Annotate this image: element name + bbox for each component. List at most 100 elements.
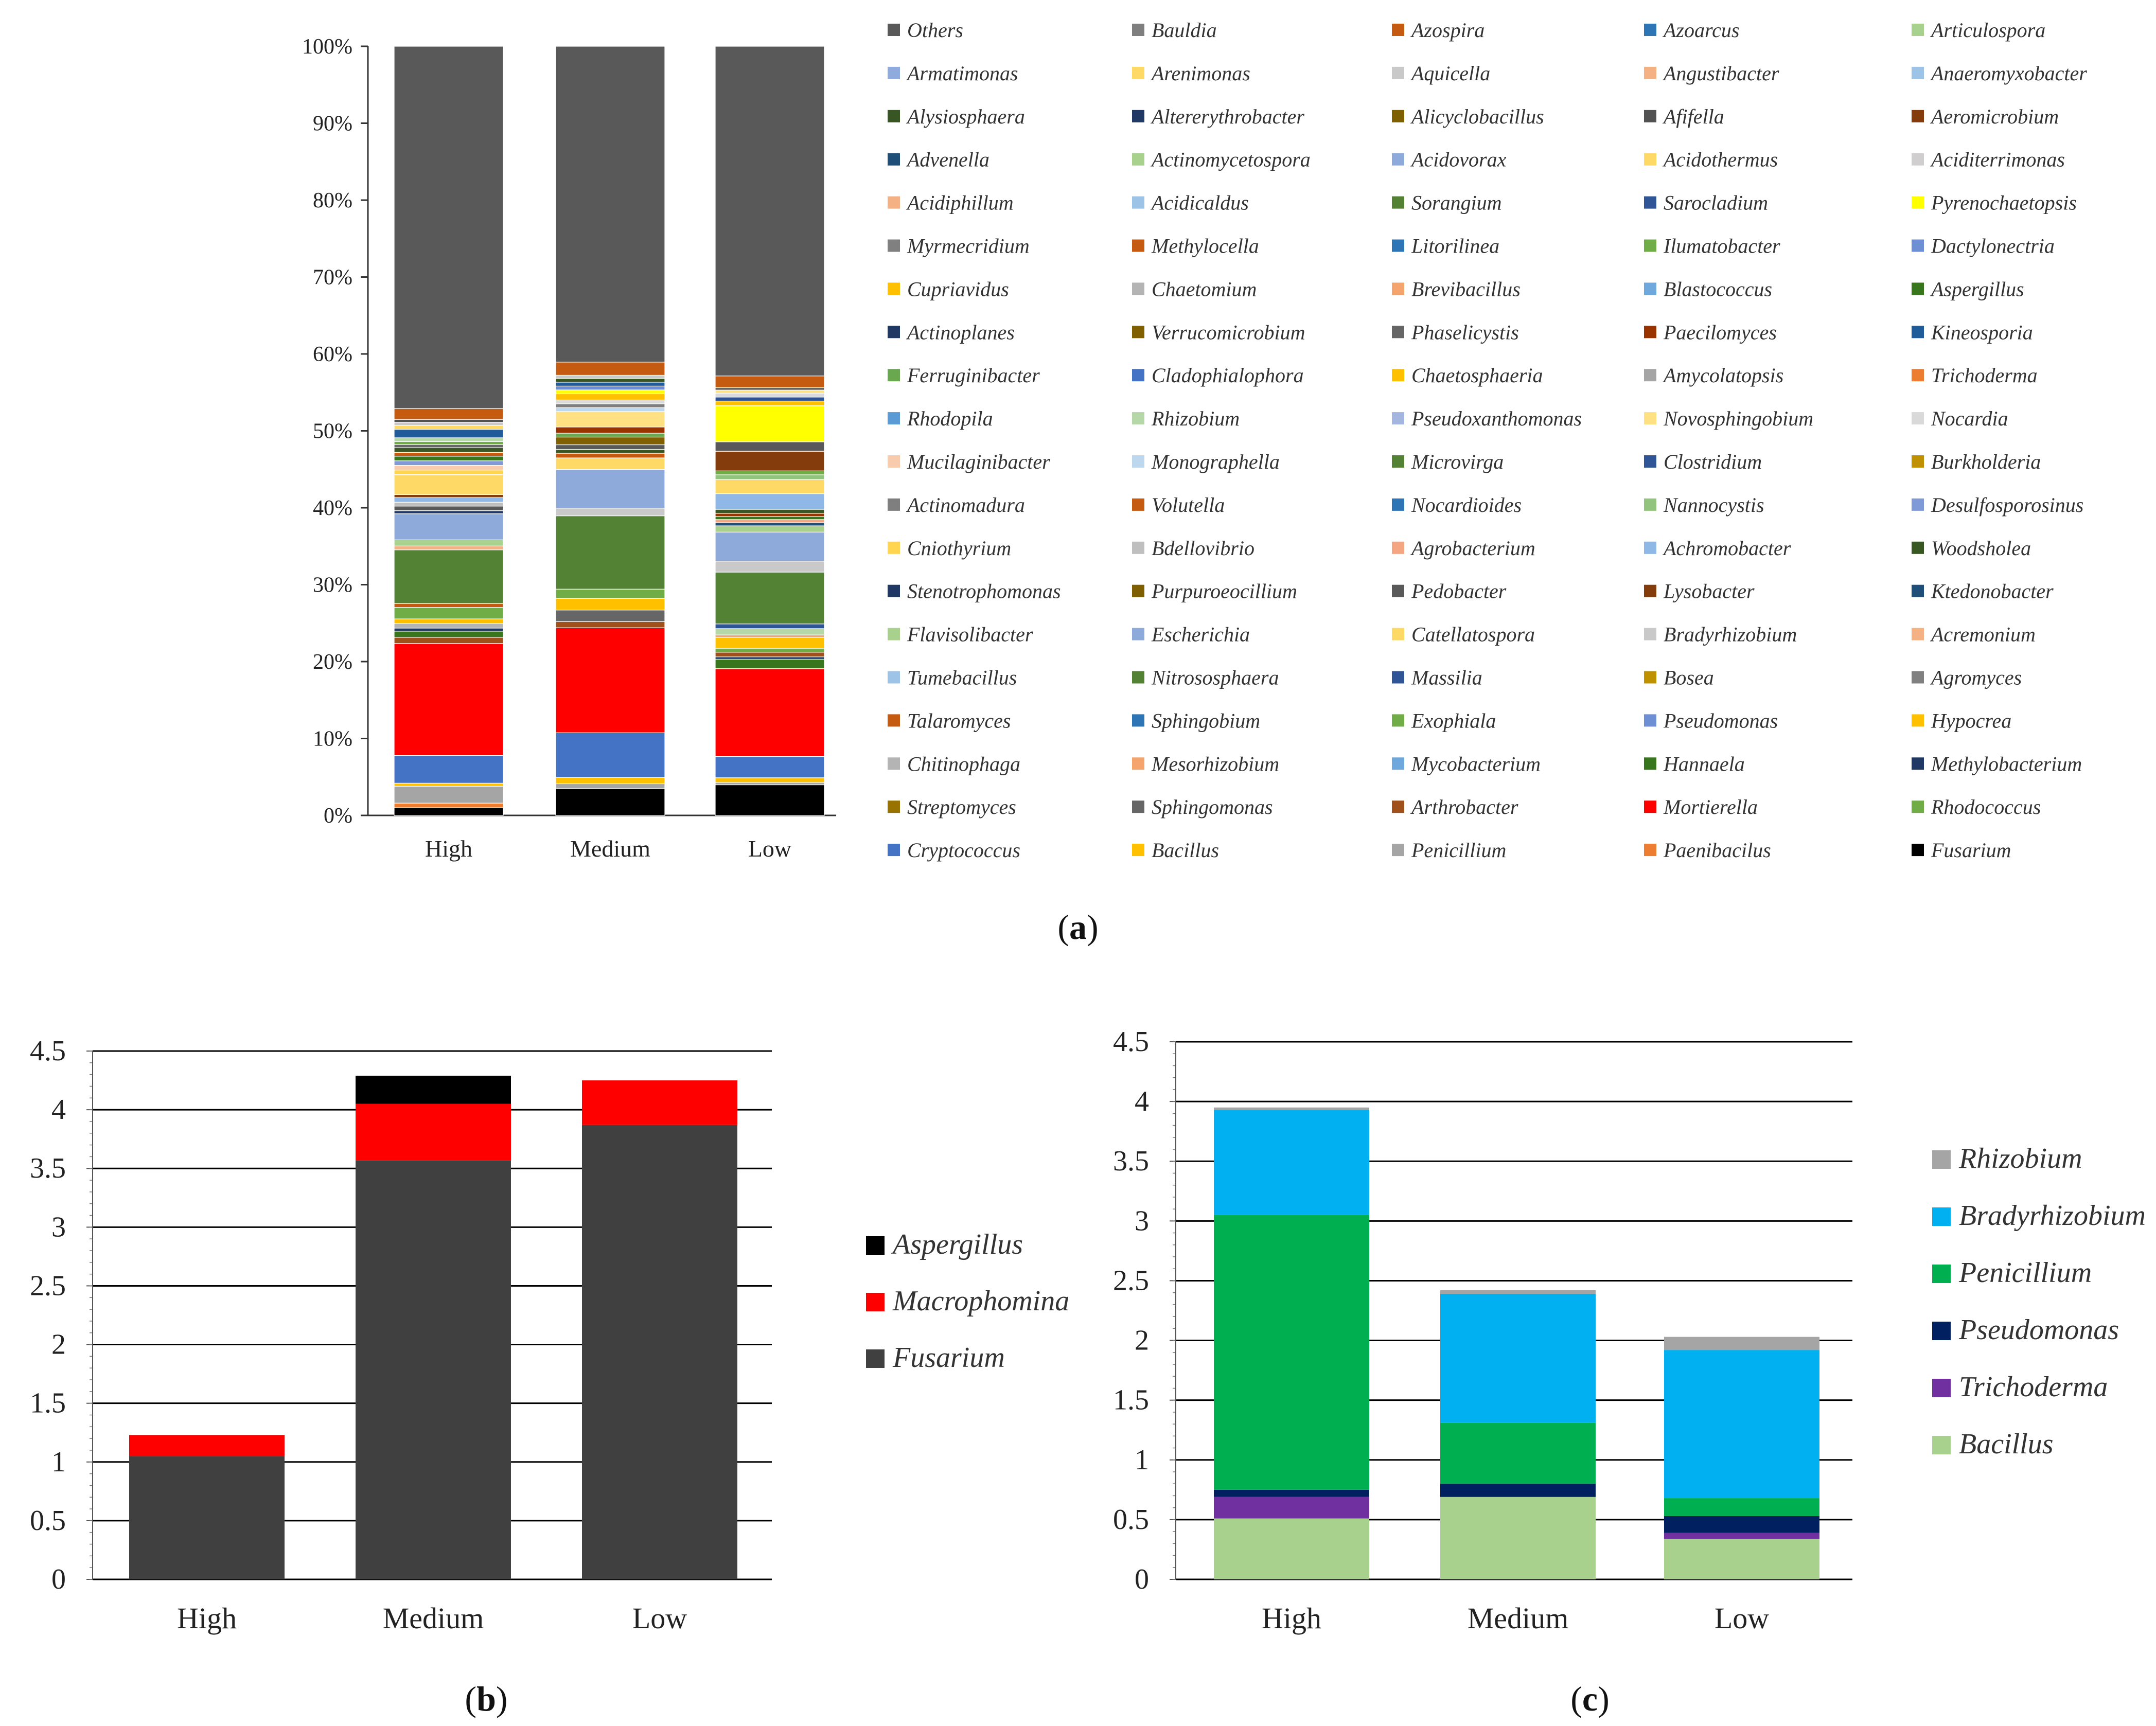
- legend-swatch-woodsholea: [1912, 541, 1924, 554]
- bar-segment-bradyrhizobium: [715, 561, 825, 573]
- bar-segment-penicillium: [1664, 1498, 1819, 1516]
- bar-segment-exophiala: [555, 589, 665, 599]
- bar-segment-sarocladium: [715, 624, 825, 629]
- bar-segment-bradyrhizobium: [1440, 1293, 1596, 1423]
- legend-label-articulospora: Articulospora: [1930, 19, 2045, 42]
- legend-swatch-armatimonas: [888, 66, 900, 79]
- legend-a: Others Bauldia Azospira Azoarcus Articulospo…: [888, 19, 2087, 862]
- legend-swatch-verrucomicrobium: [1132, 326, 1144, 339]
- legend-label-hannaela: Hannaela: [1663, 752, 1745, 775]
- bar-segment-others: [715, 46, 825, 377]
- legend-swatch-azospira: [1392, 24, 1404, 36]
- legend-label-aspergillus: Aspergillus: [891, 1229, 1023, 1260]
- bar-segment-afifella: [394, 419, 504, 423]
- legend-swatch-catellatospora: [1392, 628, 1404, 640]
- bar-segment-rhizobium: [394, 437, 504, 442]
- y-tick-label: 3.5: [30, 1152, 66, 1184]
- legend-label-mortierella: Mortierella: [1663, 795, 1758, 818]
- legend-swatch-mycobacterium: [1392, 757, 1404, 770]
- legend-swatch-rhodococcus: [1912, 800, 1924, 813]
- legend-swatch-arthrobacter: [1392, 800, 1404, 813]
- bar-segment-fusarium: [555, 788, 665, 816]
- y-tick-label: 1.5: [1113, 1384, 1149, 1416]
- legend-swatch-fusarium: [1912, 844, 1924, 857]
- y-tick-label: 3: [51, 1211, 66, 1243]
- bar-segment-ilumatobacter: [394, 441, 504, 445]
- legend-label-fusarium: Fusarium: [892, 1342, 1005, 1374]
- bar-segment-others: [394, 46, 504, 409]
- legend-label-novosphingobium: Novosphingobium: [1663, 407, 1813, 430]
- legend-label-macrophomina: Macrophomina: [892, 1285, 1069, 1317]
- legend-label-altererythrobacter: Altererythrobacter: [1150, 105, 1304, 128]
- legend-swatch-mucilaginibacter: [888, 455, 900, 468]
- legend-swatch-mesorhizobium: [1132, 757, 1144, 770]
- legend-swatch-agromyces: [1912, 671, 1924, 684]
- bar-segment-bradyrhizobium: [555, 508, 665, 517]
- bar-segment-achromobacter: [394, 497, 504, 503]
- bar-segment-clostridium: [715, 397, 825, 402]
- legend-label-arenimonas: Arenimonas: [1150, 62, 1250, 85]
- legend-label-sphingomonas: Sphingomonas: [1152, 795, 1273, 818]
- bar-segment-pyrenochaetopsis: [715, 405, 825, 442]
- legend-label-ferruginibacter: Ferruginibacter: [907, 364, 1040, 387]
- bar-segment-hypocrea: [555, 598, 665, 611]
- x-tick-label: High: [1262, 1602, 1321, 1635]
- chart-c: 0 0.5 1 1.5 2 2.5 3 3.5 4 4.5 High Medium Low: [1113, 1026, 1852, 1635]
- legend-label-desulfosporosinus: Desulfosporosinus: [1931, 493, 2083, 517]
- bar-segment-pedobacter: [715, 441, 825, 452]
- legend-label-agrobacterium: Agrobacterium: [1410, 537, 1535, 560]
- y-tick-label: 3.5: [1113, 1145, 1149, 1177]
- bar-segment-macrophomina: [582, 1080, 737, 1125]
- bar-segment-woodsholea: [394, 447, 504, 453]
- bar-segment-hypocrea: [394, 618, 504, 624]
- legend-swatch-bacillus: [1932, 1436, 1951, 1454]
- legend-label-rhizobium: Rhizobium: [1151, 407, 1240, 430]
- legend-swatch-chaetomium: [1132, 282, 1144, 295]
- bar-segment-rhizobium: [1214, 1107, 1369, 1110]
- bar-segment-novosphingobium: [555, 411, 665, 428]
- legend-label-aspergillus: Aspergillus: [1930, 277, 2024, 300]
- legend-label-myrmecridium: Myrmecridium: [907, 235, 1030, 258]
- bar-segment-macrophomina: [129, 1435, 285, 1456]
- legend-swatch-blastococcus: [1644, 282, 1656, 295]
- legend-label-paenibacilus: Paenibacilus: [1663, 839, 1771, 862]
- legend-swatch-hypocrea: [1912, 714, 1924, 727]
- bar-segment-azospira: [394, 408, 504, 420]
- bar-segment-penicillium: [1440, 1422, 1596, 1484]
- legend-swatch-desulfosporosinus: [1912, 498, 1924, 511]
- legend-label-alysiosphaera: Alysiosphaera: [906, 105, 1025, 128]
- panel-letter-a: a: [1069, 908, 1087, 947]
- legend-label-aeromicrobium: Aeromicrobium: [1930, 105, 2059, 128]
- bar-segment-aquicella: [555, 375, 665, 379]
- legend-swatch-acidiphillum: [888, 196, 900, 209]
- legend-label-woodsholea: Woodsholea: [1931, 537, 2031, 560]
- legend-swatch-kineosporia: [1912, 326, 1924, 339]
- legend-swatch-talaromyces: [888, 714, 900, 727]
- legend-swatch-rhizobium: [1132, 412, 1144, 425]
- bar-segment-desulfosporosinus: [394, 460, 504, 466]
- legend-swatch-clostridium: [1644, 455, 1656, 468]
- legend-label-cryptococcus: Cryptococcus: [907, 839, 1020, 862]
- panel-label-b: (b): [465, 1679, 507, 1718]
- y-tick-label: 0: [1135, 1563, 1149, 1595]
- bar-segment-cryptococcus: [715, 756, 825, 778]
- bar-segment-pedobacter: [394, 506, 504, 511]
- legend-swatch-sphingobium: [1132, 714, 1144, 727]
- y-tick-label: 1: [1135, 1444, 1149, 1476]
- legend-swatch-phaselicystis: [1392, 326, 1404, 339]
- y-tick-label: 4.5: [30, 1035, 66, 1067]
- bar-segment-others: [555, 46, 665, 363]
- bar-segment-rhizobium: [1664, 1337, 1819, 1350]
- legend-label-ktedonobacter: Ktedonobacter: [1931, 580, 2054, 603]
- legend-label-burkholderia: Burkholderia: [1931, 450, 2041, 473]
- legend-label-verrucomicrobium: Verrucomicrobium: [1152, 321, 1305, 344]
- bar-segment-arthrobacter: [394, 637, 504, 644]
- legend-label-chaetosphaeria: Chaetosphaeria: [1411, 364, 1543, 387]
- bar-segment-phaselicystis: [394, 444, 504, 448]
- legend-swatch-rhizobium: [1932, 1150, 1951, 1169]
- legend-label-acidovorax: Acidovorax: [1410, 148, 1507, 171]
- y-tick-label: 100%: [302, 35, 352, 59]
- legend-swatch-bdellovibrio: [1132, 541, 1144, 554]
- legend-label-pseudoxanthomonas: Pseudoxanthomonas: [1411, 407, 1582, 430]
- legend-swatch-aeromicrobium: [1912, 110, 1924, 122]
